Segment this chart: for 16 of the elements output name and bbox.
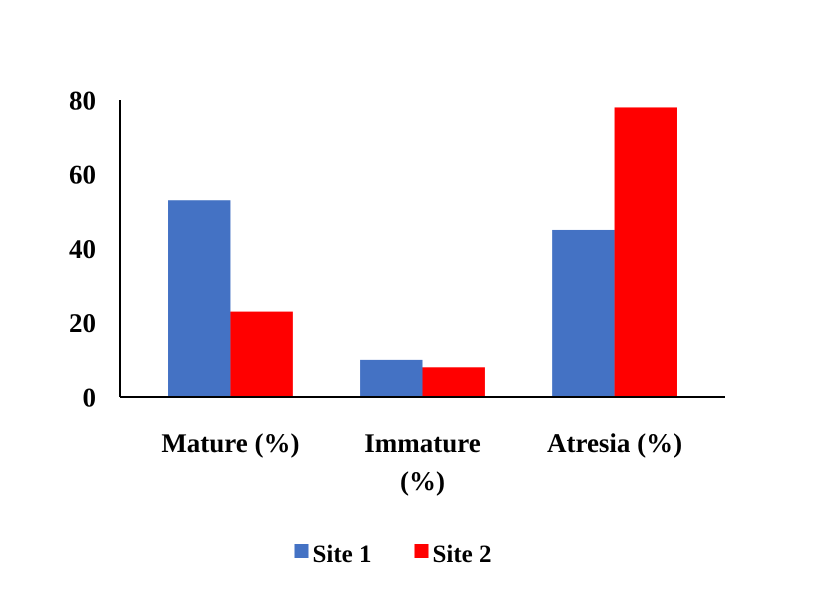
x-tick-label: Mature (%) [161, 428, 300, 458]
x-tick-label: Immature (%) [364, 428, 481, 496]
bar [422, 367, 485, 397]
legend-label: Site 1 [312, 540, 372, 568]
y-tick-label: 20 [69, 308, 96, 338]
legend-label: Site 2 [432, 540, 492, 568]
bar [168, 200, 230, 397]
bar [360, 360, 422, 397]
y-tick-label: 0 [82, 382, 96, 412]
y-tick-label: 80 [69, 85, 96, 116]
bar [230, 312, 293, 397]
bar [552, 230, 615, 397]
bar [614, 107, 677, 397]
y-tick-label: 60 [69, 160, 96, 190]
y-tick-label: 40 [69, 234, 96, 264]
x-tick-label: Atresia (%) [546, 428, 682, 458]
